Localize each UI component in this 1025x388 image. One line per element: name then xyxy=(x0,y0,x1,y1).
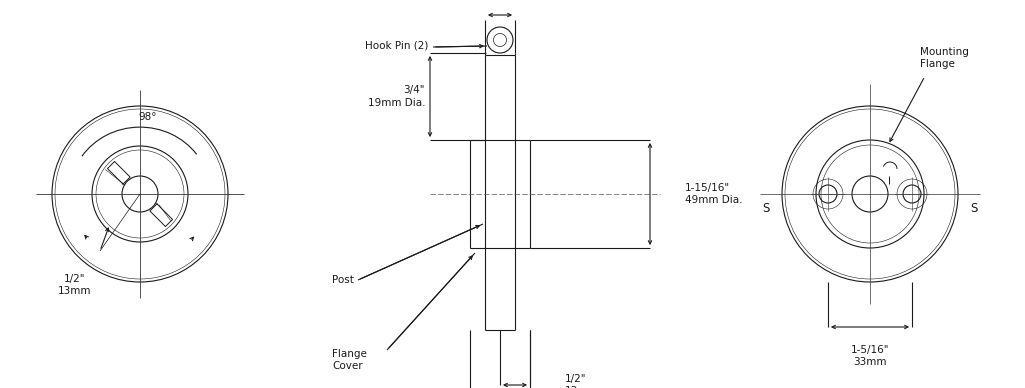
Text: S: S xyxy=(763,203,770,215)
Text: 98°: 98° xyxy=(138,113,157,123)
Text: 1-15/16"
49mm Dia.: 1-15/16" 49mm Dia. xyxy=(685,183,742,205)
Text: 1/2"
13mm: 1/2" 13mm xyxy=(58,274,92,296)
Text: 3/4"
19mm Dia.: 3/4" 19mm Dia. xyxy=(368,85,425,108)
Text: 1/2"
13mm: 1/2" 13mm xyxy=(565,374,599,388)
Text: Flange
Cover: Flange Cover xyxy=(332,349,367,371)
Text: 1-5/16"
33mm: 1-5/16" 33mm xyxy=(851,345,890,367)
Text: Post: Post xyxy=(332,275,354,285)
Text: Mounting
Flange: Mounting Flange xyxy=(920,47,969,69)
Text: Hook Pin (2): Hook Pin (2) xyxy=(365,40,428,50)
Text: S: S xyxy=(970,203,978,215)
